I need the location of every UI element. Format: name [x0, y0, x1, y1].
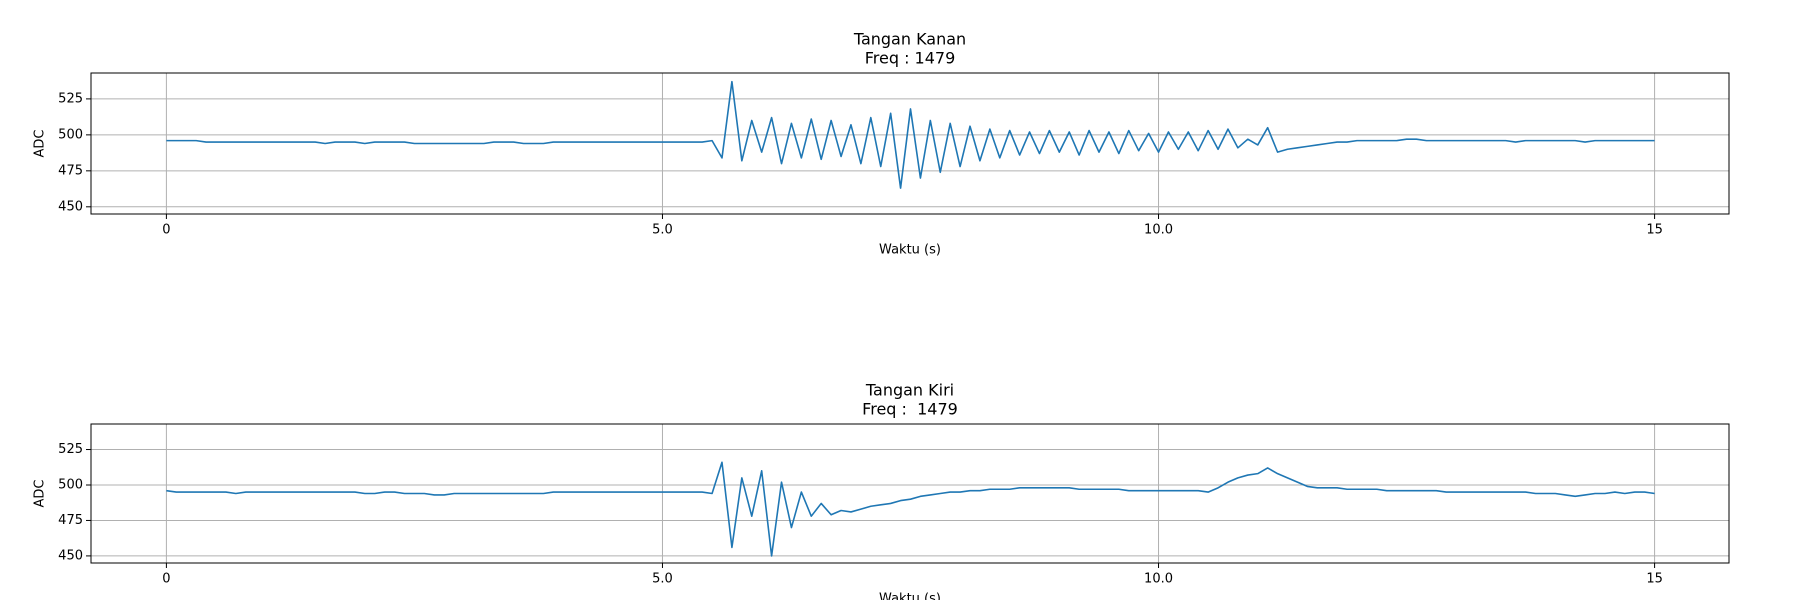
x-axis-label: Waktu (s)	[879, 243, 941, 258]
chart-title: Tangan Kiri	[865, 381, 954, 400]
x-tick-label: 15	[1646, 223, 1663, 238]
x-axis-label: Waktu (s)	[879, 592, 941, 600]
x-tick-label: 10.0	[1144, 223, 1173, 238]
x-tick-label: 5.0	[652, 223, 673, 238]
chart-title: Tangan Kanan	[853, 30, 966, 49]
y-tick-label: 475	[58, 513, 83, 528]
x-tick-label: 0	[162, 223, 170, 238]
y-tick-label: 525	[58, 442, 83, 457]
chart-subtitle: Freq : 1479	[862, 400, 958, 419]
y-tick-label: 525	[58, 91, 83, 106]
x-tick-label: 15	[1646, 572, 1663, 587]
y-tick-label: 500	[58, 127, 83, 142]
x-tick-label: 5.0	[652, 572, 673, 587]
x-tick-label: 0	[162, 572, 170, 587]
y-tick-label: 450	[58, 548, 83, 563]
y-axis-label: ADC	[33, 130, 48, 158]
y-axis-label: ADC	[33, 480, 48, 508]
y-tick-label: 450	[58, 199, 83, 214]
chart-subtitle: Freq : 1479	[865, 49, 956, 68]
y-tick-label: 500	[58, 477, 83, 492]
plot-frame	[90, 423, 1730, 564]
plot-frame	[90, 72, 1730, 215]
y-tick-label: 475	[58, 163, 83, 178]
signal-line	[166, 80, 1655, 189]
x-tick-label: 10.0	[1144, 572, 1173, 587]
signal-line	[166, 461, 1655, 557]
